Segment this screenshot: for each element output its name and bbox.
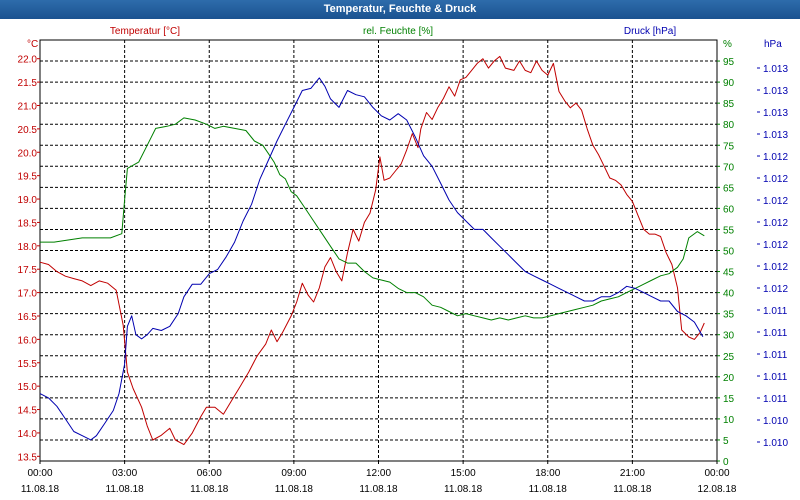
pressure-line: [39, 77, 704, 441]
temperature-tick-label: 18.0: [18, 242, 38, 253]
temperature-tick-label: 19.0: [18, 195, 38, 206]
x-tick-time: 00:00: [27, 468, 52, 479]
humidity-tick-label: 55: [723, 225, 735, 236]
x-tick-date: 11.08.18: [529, 484, 568, 495]
pressure-tick-label: 1.012: [763, 218, 788, 229]
x-tick-date: 11.08.18: [190, 484, 229, 495]
temperature-tick-label: 18.5: [18, 218, 38, 229]
temperature-tick-label: 16.5: [18, 312, 38, 323]
pressure-unit: hPa: [764, 39, 782, 50]
pressure-tick-label: 1.013: [763, 130, 788, 141]
pressure-tick-label: 1.012: [763, 152, 788, 163]
pressure-axis-label: Druck [hPa]: [624, 26, 676, 37]
humidity-axis-label: rel. Feuchte [%]: [363, 26, 433, 37]
x-tick-time: 03:00: [112, 468, 137, 479]
pressure-tick-label: 1.012: [763, 174, 788, 185]
pressure-tick-label: 1.011: [763, 350, 788, 361]
x-tick-date: 11.08.18: [444, 484, 483, 495]
pressure-tick-label: 1.011: [763, 372, 788, 383]
pressure-tick-label: 1.011: [763, 328, 788, 339]
pressure-tick-label: 1.013: [763, 86, 788, 97]
temperature-tick-label: 20.5: [18, 125, 38, 136]
humidity-tick-label: 90: [723, 78, 735, 89]
temperature-tick-label: 17.5: [18, 265, 38, 276]
humidity-tick-label: 25: [723, 352, 735, 363]
chart-title: Temperatur, Feuchte & Druck: [0, 0, 800, 19]
series-layer: [39, 55, 705, 446]
chart-background: [0, 19, 800, 500]
temperature-tick-label: 14.0: [18, 429, 38, 440]
pressure-tick-label: 1.010: [763, 416, 788, 427]
x-tick-date: 11.08.18: [21, 484, 60, 495]
x-axis: 00:00 11.08.18 03:00 11.08.18 06:00 11.08.18 0…: [21, 461, 737, 495]
humidity-tick-label: 10: [723, 415, 735, 426]
humidity-tick-label: 75: [723, 141, 735, 152]
pressure-tick-label: 1.011: [763, 394, 788, 405]
humidity-tick-label: 50: [723, 247, 735, 258]
temperature-tick-label: 21.5: [18, 78, 38, 89]
humidity-tick-label: 45: [723, 268, 735, 279]
x-tick-time: 12:00: [366, 468, 391, 479]
x-tick-time: 00:00: [704, 468, 729, 479]
pressure-tick-label: 1.011: [763, 306, 788, 317]
temperature-tick-label: 16.0: [18, 335, 38, 346]
temperature-tick-label: 15.0: [18, 382, 38, 393]
humidity-line: [40, 117, 705, 321]
temperature-line: [39, 55, 705, 446]
x-tick-date: 11.08.18: [275, 484, 314, 495]
temperature-axis-label: Temperatur [°C]: [110, 26, 180, 37]
humidity-tick-label: 95: [723, 57, 735, 68]
humidity-tick-label: 20: [723, 373, 735, 384]
temperature-tick-label: 21.0: [18, 101, 38, 112]
grid: [39, 39, 718, 462]
x-tick-time: 06:00: [197, 468, 222, 479]
temperature-unit: °C: [27, 39, 38, 50]
pressure-tick-label: 1.012: [763, 240, 788, 251]
pressure-tick-label: 1.012: [763, 262, 788, 273]
humidity-tick-label: 0: [723, 457, 729, 468]
humidity-tick-label: 35: [723, 310, 735, 321]
temperature-tick-label: 15.5: [18, 359, 38, 370]
pressure-tick-label: 1.013: [763, 108, 788, 119]
humidity-tick-label: 5: [723, 436, 729, 447]
temperature-tick-label: 13.5: [18, 452, 38, 463]
chart: 22.0 21.5 21.0 20.5 20.0 19.5 19.0 18.5 18.0 17.5…: [0, 19, 800, 500]
x-tick-time: 15:00: [451, 468, 476, 479]
temperature-tick-label: 20.0: [18, 148, 38, 159]
humidity-tick-label: 15: [723, 394, 735, 405]
humidity-tick-label: 40: [723, 289, 735, 300]
x-tick-time: 09:00: [281, 468, 306, 479]
pressure-tick-label: 1.010: [763, 438, 788, 449]
x-tick-time: 21:00: [620, 468, 645, 479]
x-tick-date: 11.08.18: [106, 484, 145, 495]
x-tick-date: 11.08.18: [359, 484, 398, 495]
humidity-tick-label: 70: [723, 162, 735, 173]
humidity-tick-label: 30: [723, 331, 735, 342]
humidity-tick-label: 60: [723, 204, 735, 215]
humidity-unit: %: [723, 39, 732, 50]
temperature-tick-label: 14.5: [18, 406, 38, 417]
x-tick-date: 11.08.18: [613, 484, 652, 495]
temperature-tick-label: 22.0: [18, 55, 38, 66]
x-tick-date: 12.08.18: [698, 484, 737, 495]
humidity-tick-label: 85: [723, 99, 735, 110]
pressure-tick-label: 1.013: [763, 64, 788, 75]
temperature-tick-label: 17.0: [18, 289, 38, 300]
x-tick-time: 18:00: [535, 468, 560, 479]
pressure-tick-label: 1.012: [763, 284, 788, 295]
pressure-tick-label: 1.012: [763, 196, 788, 207]
pressure-axis: 1.013 1.013 1.013 1.013 1.012 1.012 1.012 1.012…: [757, 64, 788, 449]
temperature-axis: 22.0 21.5 21.0 20.5 20.0 19.5 19.0 18.5 18.0 17.5…: [18, 55, 40, 463]
humidity-tick-label: 80: [723, 120, 735, 131]
temperature-tick-label: 19.5: [18, 172, 38, 183]
humidity-tick-label: 65: [723, 183, 735, 194]
